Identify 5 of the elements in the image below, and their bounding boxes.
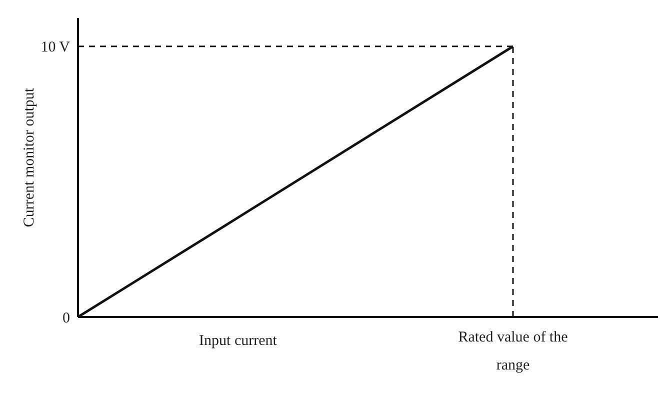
x-axis-title: Input current — [199, 333, 278, 349]
y-tick-label: 0 — [62, 310, 70, 326]
y-tick-label: 10 V — [40, 40, 70, 56]
x-tick-label: Rated value of the range — [458, 330, 568, 374]
y-axis-title: Current monitor output — [21, 87, 38, 228]
